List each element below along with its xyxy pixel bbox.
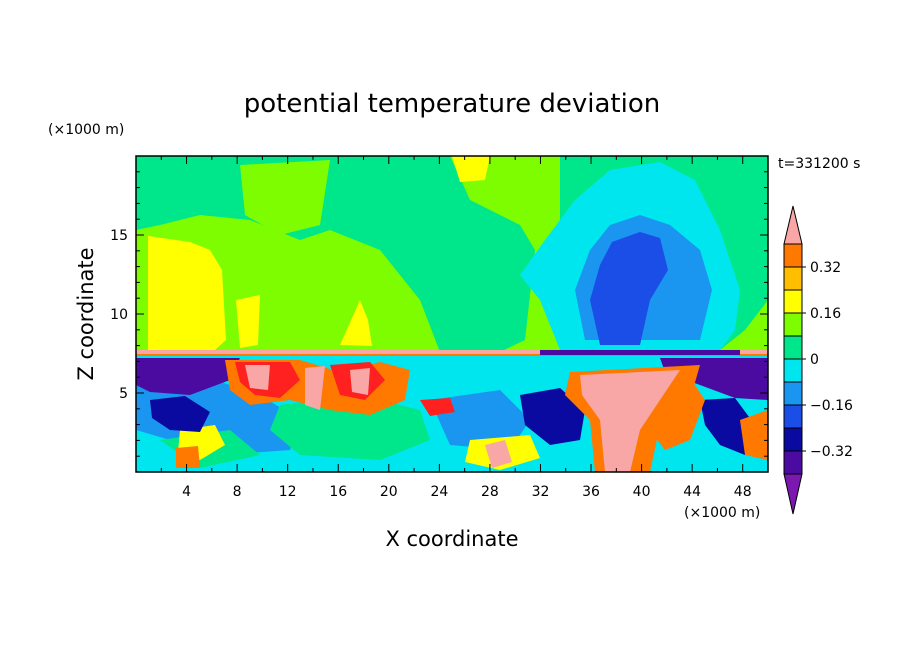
lower-pink-bubble bbox=[485, 440, 512, 468]
colorbar-label: 0.16 bbox=[810, 306, 841, 322]
interface-stripe-purple bbox=[540, 350, 740, 355]
colorbar-segment bbox=[783, 358, 803, 383]
interface-stripe-orange bbox=[136, 354, 768, 356]
x-tick-label: 16 bbox=[329, 484, 347, 500]
interface-stripe-pink bbox=[136, 350, 768, 354]
x-tick-label: 44 bbox=[683, 484, 701, 500]
x-tick-group: 4 8 12 16 20 24 28 32 36 40 44 48 bbox=[160, 156, 752, 500]
y-axis-label: Z coordinate bbox=[74, 247, 98, 380]
colorbar-segment bbox=[783, 381, 803, 406]
colorbar-label: −0.32 bbox=[810, 444, 853, 460]
x-tick-label: 8 bbox=[233, 484, 242, 500]
x-tick-label: 48 bbox=[734, 484, 752, 500]
lower-navy-vortex-mid bbox=[520, 388, 585, 445]
colorbar-label: 0 bbox=[810, 352, 819, 368]
upper-yellow-region-left bbox=[148, 236, 226, 352]
lower-navy-vortex-right bbox=[700, 398, 755, 455]
colorbar-label: 0.32 bbox=[810, 260, 841, 276]
x-tick-label: 28 bbox=[481, 484, 499, 500]
colorbar-segment bbox=[783, 243, 803, 268]
x-tick-label: 12 bbox=[279, 484, 297, 500]
contour-field bbox=[136, 156, 768, 472]
x-unit-label: (×1000 m) bbox=[684, 505, 760, 521]
y-tick-label: 15 bbox=[110, 228, 128, 244]
lower-right-edge-warm bbox=[740, 410, 768, 460]
x-tick-label: 24 bbox=[430, 484, 448, 500]
lower-orange-ring-left bbox=[176, 446, 200, 468]
colorbar-segment bbox=[783, 427, 803, 452]
colorbar-top-triangle bbox=[783, 205, 803, 245]
colorbar-segment bbox=[783, 312, 803, 337]
y-unit-label: (×1000 m) bbox=[48, 122, 124, 138]
upper-green-band bbox=[136, 156, 535, 352]
x-tick-label: 20 bbox=[380, 484, 398, 500]
x-tick-label: 40 bbox=[633, 484, 651, 500]
x-tick-label: 36 bbox=[582, 484, 600, 500]
upper-yellow-region-peak bbox=[340, 300, 372, 346]
x-tick-label: 4 bbox=[182, 484, 191, 500]
upper-yellow-region-top bbox=[452, 156, 490, 182]
lower-pink-plume bbox=[580, 370, 680, 472]
upper-light-green-region bbox=[240, 160, 330, 235]
chart-title: potential temperature deviation bbox=[244, 89, 660, 119]
colorbar-label: −0.16 bbox=[810, 398, 853, 414]
y-tick-label: 10 bbox=[110, 307, 128, 323]
colorbar-segment bbox=[783, 404, 803, 429]
colorbar-segment bbox=[783, 335, 803, 360]
lower-pink-turbulence bbox=[245, 365, 370, 410]
y-tick-label: 5 bbox=[119, 386, 128, 402]
lower-navy-vortex-left bbox=[150, 396, 210, 432]
colorbar: 0.32 0.16 0 −0.16 −0.32 bbox=[783, 205, 853, 515]
lower-purple-left bbox=[136, 358, 240, 395]
x-tick-label: 32 bbox=[532, 484, 550, 500]
x-axis-label: X coordinate bbox=[385, 527, 518, 551]
upper-blue-core bbox=[590, 232, 668, 345]
colorbar-bottom-triangle bbox=[783, 473, 803, 515]
time-label: t=331200 s bbox=[778, 156, 860, 172]
lower-red-turbulence bbox=[235, 362, 455, 416]
upper-yellow-region-mid bbox=[236, 295, 260, 348]
lower-yellow-patches bbox=[178, 425, 540, 470]
y-tick-group: 5 10 15 bbox=[110, 171, 768, 457]
colorbar-segment bbox=[783, 289, 803, 314]
colorbar-segment bbox=[783, 266, 803, 291]
colorbar-segment bbox=[783, 450, 803, 475]
